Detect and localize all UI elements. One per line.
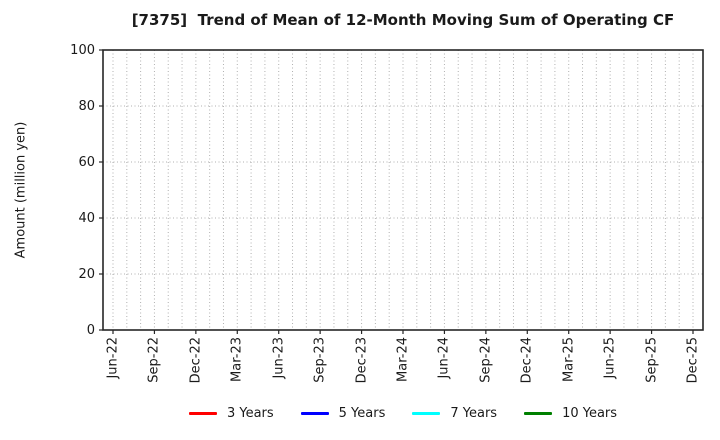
x-tick-label: Dec-25 <box>685 337 701 384</box>
x-tick-label: Mar-23 <box>229 337 245 382</box>
x-tick-label: Mar-24 <box>395 337 411 382</box>
y-tick-label: 0 <box>86 322 95 338</box>
legend-label: 3 Years <box>226 405 274 421</box>
x-tick-label: Jun-23 <box>271 337 287 379</box>
x-tick-label: Jun-25 <box>602 337 618 379</box>
legend-line-swatch <box>188 411 217 415</box>
x-tick-label: Jun-22 <box>105 337 121 379</box>
y-tick-label: 60 <box>78 154 95 170</box>
legend: 3 Years 5 Years 7 Years 10 Years <box>103 403 703 423</box>
x-tick-label: Dec-23 <box>354 337 370 384</box>
x-tick-label: Sep-22 <box>146 337 162 383</box>
legend-line-swatch <box>524 411 553 415</box>
y-tick-label: 20 <box>78 266 95 282</box>
legend-item: 10 Years <box>524 406 617 421</box>
y-tick-label: 100 <box>70 42 95 58</box>
x-tick-label: Dec-24 <box>519 337 535 384</box>
legend-item: 3 Years <box>188 405 274 421</box>
x-tick-label: Sep-23 <box>312 337 328 383</box>
legend-label: 10 Years <box>562 405 618 421</box>
chart-title: [7375] Trend of Mean of 12-Month Moving … <box>131 11 675 29</box>
y-tick-label: 40 <box>78 210 95 226</box>
legend-line-swatch <box>412 411 441 415</box>
y-tick-label: 80 <box>78 98 95 114</box>
legend-line-swatch <box>300 411 329 415</box>
x-tick-label: Dec-22 <box>188 337 204 384</box>
legend-item: 5 Years <box>300 405 386 421</box>
legend-item: 7 Years <box>412 406 497 421</box>
x-tick-label: Jun-24 <box>436 337 452 379</box>
legend-label: 5 Years <box>338 405 386 421</box>
x-tick-label: Sep-24 <box>478 337 494 383</box>
legend-label: 7 Years <box>450 405 498 421</box>
x-tick-label: Mar-25 <box>561 337 577 382</box>
x-tick-label: Sep-25 <box>644 337 660 383</box>
plot-frame <box>102 49 704 331</box>
